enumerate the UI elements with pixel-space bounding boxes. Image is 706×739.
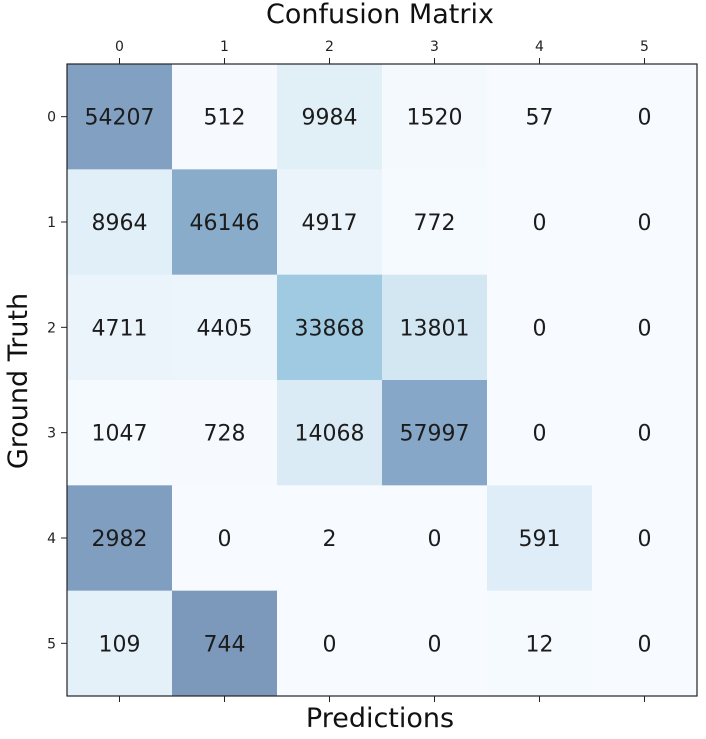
cell-value-2-0: 4711: [92, 316, 148, 341]
y-tick-label-5: 5: [47, 636, 56, 652]
cell-value-5-0: 109: [99, 632, 141, 657]
cell-value-3-4: 0: [533, 422, 547, 447]
cell-value-1-0: 8964: [92, 211, 148, 236]
cell-value-5-2: 0: [323, 632, 337, 657]
heatmap-cell-4-0: [67, 485, 173, 592]
heatmap-cell-0-1: [172, 64, 278, 170]
heatmap-cell-3-1: [172, 380, 278, 486]
cell-value-2-3: 13801: [400, 316, 470, 341]
heatmap-cell-1-5: [592, 169, 698, 276]
cell-value-3-5: 0: [638, 422, 652, 447]
cell-value-1-4: 0: [533, 211, 547, 236]
heatmap-cell-2-4: [487, 274, 593, 381]
heatmap-cell-5-0: [67, 590, 173, 697]
cell-value-2-5: 0: [638, 316, 652, 341]
cell-value-3-1: 728: [204, 422, 246, 447]
cell-value-5-4: 12: [526, 632, 554, 657]
heatmap-cell-0-5: [592, 64, 698, 170]
cell-value-4-2: 2: [323, 527, 337, 552]
heatmap-cell-4-1: [172, 485, 278, 592]
heatmap-cell-1-1: [172, 169, 278, 276]
cell-value-0-5: 0: [638, 106, 652, 131]
cell-value-1-1: 46146: [190, 211, 260, 236]
cell-value-3-2: 14068: [295, 422, 365, 447]
heatmap-cell-5-5: [592, 590, 698, 697]
heatmap-cell-2-0: [67, 274, 173, 381]
y-axis-ticks: 0 1 2 3 4 5: [47, 110, 67, 652]
y-tick-label-2: 2: [47, 320, 56, 336]
heatmap-cell-0-2: [277, 64, 383, 170]
cell-value-0-0: 54207: [85, 106, 155, 131]
heatmap-cell-2-1: [172, 274, 278, 381]
heatmap-cell-0-4: [487, 64, 593, 170]
cell-value-4-5: 0: [638, 527, 652, 552]
heatmap-cell-5-1: [172, 590, 278, 697]
heatmap-cell-3-3: [382, 380, 488, 486]
x-tick-label-0: 0: [115, 39, 124, 55]
heatmap-cell-4-4: [487, 485, 593, 592]
y-tick-label-3: 3: [47, 426, 56, 442]
heatmap-cell-1-3: [382, 169, 488, 276]
cell-value-0-4: 57: [526, 106, 554, 131]
y-tick-label-4: 4: [47, 531, 56, 547]
cell-value-0-2: 9984: [302, 106, 358, 131]
x-tick-label-1: 1: [220, 39, 229, 55]
cell-value-4-0: 2982: [92, 527, 148, 552]
heatmap-cell-1-0: [67, 169, 173, 276]
y-axis-label: Ground Truth: [3, 293, 34, 469]
cell-value-labels: 54207 512 9984 1520 57 0 8964 46146 4917 772 0 0 471…: [85, 106, 652, 658]
cell-value-4-4: 591: [519, 527, 561, 552]
cell-value-1-3: 772: [414, 211, 456, 236]
heatmap-cell-4-5: [592, 485, 698, 592]
chart-title: Confusion Matrix: [266, 0, 494, 30]
heatmap-cell-2-2: [277, 274, 383, 381]
heatmap-cell-4-3: [382, 485, 488, 592]
cell-value-2-1: 4405: [197, 316, 253, 341]
cell-value-3-0: 1047: [92, 422, 148, 447]
cell-value-1-2: 4917: [302, 211, 358, 236]
heatmap-cell-2-5: [592, 274, 698, 381]
cell-value-4-1: 0: [218, 527, 232, 552]
plot-frame: [66, 63, 698, 697]
heatmap-cells: [67, 64, 698, 697]
heatmap-cell-5-3: [382, 590, 488, 697]
y-tick-label-0: 0: [47, 110, 56, 126]
heatmap-cell-5-4: [487, 590, 593, 697]
heatmap-cell-4-2: [277, 485, 383, 592]
heatmap-cell-3-0: [67, 380, 173, 486]
cell-value-1-5: 0: [638, 211, 652, 236]
cell-value-5-1: 744: [204, 632, 246, 657]
heatmap-cell-0-3: [382, 64, 488, 170]
cell-value-2-2: 33868: [295, 316, 365, 341]
cell-value-5-5: 0: [638, 632, 652, 657]
heatmap-cell-1-2: [277, 169, 383, 276]
heatmap-cell-1-4: [487, 169, 593, 276]
y-tick-label-1: 1: [47, 215, 56, 231]
heatmap-cell-2-3: [382, 274, 488, 381]
x-tick-label-2: 2: [325, 39, 334, 55]
heatmap-cell-3-2: [277, 380, 383, 486]
cell-value-0-1: 512: [204, 106, 246, 131]
x-tick-label-5: 5: [640, 39, 649, 55]
heatmap-cell-3-5: [592, 380, 698, 486]
x-tick-label-4: 4: [535, 39, 544, 55]
cell-value-4-3: 0: [428, 527, 442, 552]
heatmap-cell-3-4: [487, 380, 593, 486]
x-axis-label: Predictions: [306, 703, 454, 734]
heatmap-cell-5-2: [277, 590, 383, 697]
cell-value-0-3: 1520: [407, 106, 463, 131]
x-tick-label-3: 3: [430, 39, 439, 55]
cell-value-3-3: 57997: [400, 422, 470, 447]
cell-value-5-3: 0: [428, 632, 442, 657]
heatmap-cell-0-0: [67, 64, 173, 170]
cell-value-2-4: 0: [533, 316, 547, 341]
